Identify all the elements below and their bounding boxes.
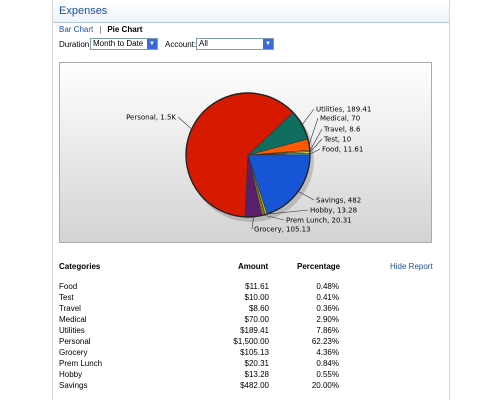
duration-value: Month to Date — [93, 39, 144, 48]
slice-label: Utilities, 189.41 — [316, 106, 371, 114]
row-amount: $11.61 — [245, 282, 269, 291]
row-percentage: 0.55% — [316, 370, 339, 379]
leader-line — [301, 108, 315, 125]
table-row: Grocery $105.13 4.36% — [53, 348, 449, 359]
account-select[interactable]: All ▼ — [196, 38, 274, 50]
leader-line — [263, 214, 285, 221]
pie-chart-area: Food, 11.61 Test, 10 Travel, 8.6 Medical, 7… — [59, 62, 432, 243]
table-row: Medical $70.00 2.90% — [53, 315, 449, 326]
row-category: Prem Lunch — [59, 359, 103, 368]
chevron-down-icon[interactable]: ▼ — [147, 39, 157, 49]
table-row: Hobby $13.28 0.55% — [53, 370, 449, 381]
slice-label: Hobby, 13.28 — [310, 207, 357, 215]
row-percentage: 7.86% — [316, 326, 339, 335]
slice-label: Grocery, 105.13 — [254, 226, 311, 234]
leader-line — [309, 128, 323, 151]
leader-line — [308, 117, 319, 145]
column-header-percentage: Percentage — [297, 262, 341, 271]
table-row: Savings $482.00 20.00% — [53, 381, 449, 392]
row-category: Hobby — [59, 370, 83, 379]
duration-label: Duration: — [59, 40, 92, 49]
row-amount: $1,500.00 — [233, 337, 269, 346]
leader-line — [251, 216, 254, 230]
row-percentage: 4.36% — [316, 348, 339, 357]
leader-line — [309, 148, 321, 155]
row-amount: $189.41 — [240, 326, 269, 335]
row-amount: $20.31 — [244, 359, 269, 368]
expenses-panel: Expenses Bar Chart | Pie Chart Duration: M… — [52, 0, 450, 400]
row-category: Personal — [59, 337, 91, 346]
slice-label: Personal, 1.5K — [126, 114, 176, 122]
row-percentage: 20.00% — [311, 381, 339, 390]
tab-pie-chart[interactable]: Pie Chart — [107, 25, 143, 34]
column-header-amount: Amount — [238, 262, 269, 271]
table-row: Personal $1,500.00 62.23% — [53, 337, 449, 348]
table-row: Travel $8.60 0.36% — [53, 304, 449, 315]
page-title: Expenses — [59, 5, 108, 17]
row-percentage: 0.36% — [316, 304, 339, 313]
row-amount: $8.60 — [248, 304, 269, 313]
pie-chart: Food, 11.61 Test, 10 Travel, 8.6 Medical, 7… — [126, 92, 371, 234]
duration-select[interactable]: Month to Date ▼ — [90, 38, 158, 50]
row-category: Savings — [59, 381, 88, 390]
leader-line — [266, 209, 309, 215]
column-header-categories: Categories — [59, 262, 101, 271]
leader-line — [177, 116, 192, 130]
account-label: Account: — [165, 40, 197, 49]
row-amount: $10.00 — [244, 293, 269, 302]
row-category: Medical — [59, 315, 87, 324]
hide-report-link[interactable]: Hide Report — [390, 262, 433, 271]
row-percentage: 0.41% — [316, 293, 339, 302]
slice-label: Medical, 70 — [320, 115, 360, 123]
row-percentage: 0.48% — [316, 282, 339, 291]
slice-label: Test, 10 — [323, 136, 351, 144]
panel-header: Expenses — [53, 0, 449, 23]
row-category: Travel — [59, 304, 81, 313]
row-percentage: 62.23% — [311, 337, 339, 346]
table-row: Test $10.00 0.41% — [53, 293, 449, 304]
row-category: Food — [59, 282, 78, 291]
row-percentage: 2.90% — [316, 315, 339, 324]
slice-label: Savings, 482 — [316, 197, 361, 205]
tab-bar-chart[interactable]: Bar Chart — [59, 25, 94, 34]
row-amount: $70.00 — [244, 315, 269, 324]
leader-line — [309, 138, 323, 153]
table-row: Prem Lunch $20.31 0.84% — [53, 359, 449, 370]
row-amount: $482.00 — [240, 381, 269, 390]
chart-tabs: Bar Chart | Pie Chart — [59, 25, 142, 34]
row-amount: $13.28 — [244, 370, 269, 379]
row-category: Grocery — [59, 348, 88, 357]
row-category: Test — [59, 293, 74, 302]
row-category: Utilities — [59, 326, 85, 335]
slice-label: Food, 11.61 — [322, 146, 363, 154]
table-row: Food $11.61 0.48% — [53, 282, 449, 293]
slice-label: Travel, 8.6 — [323, 126, 361, 134]
row-percentage: 0.84% — [316, 359, 339, 368]
table-row: Utilities $189.41 7.86% — [53, 326, 449, 337]
tab-separator: | — [99, 25, 102, 34]
slice-label: Prem Lunch, 20.31 — [286, 217, 352, 225]
row-amount: $105.13 — [240, 348, 269, 357]
chevron-down-icon[interactable]: ▼ — [263, 39, 273, 49]
leader-line — [298, 191, 315, 201]
account-value: All — [199, 39, 208, 48]
pie-rim — [185, 92, 311, 218]
